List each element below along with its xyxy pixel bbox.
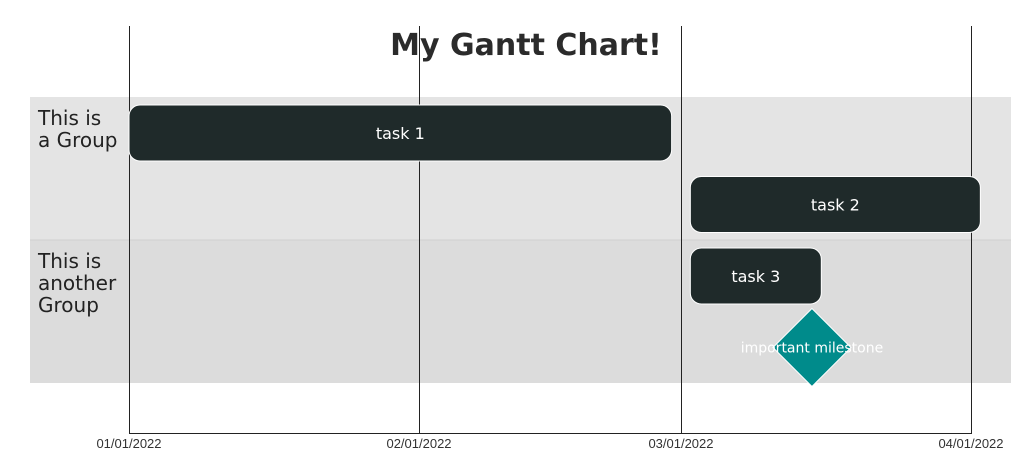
task-label: task 3 bbox=[731, 267, 780, 286]
x-tick-label: 02/01/2022 bbox=[386, 436, 451, 451]
group-label: This is another Group bbox=[37, 249, 117, 317]
x-tick-label: 03/01/2022 bbox=[648, 436, 713, 451]
milestone-label: important milestone bbox=[741, 341, 883, 357]
group-label-line: another bbox=[38, 271, 117, 295]
group-label-line: This is bbox=[37, 106, 101, 130]
chart-title: My Gantt Chart! bbox=[390, 28, 662, 63]
group-band bbox=[30, 240, 1011, 383]
task-label: task 1 bbox=[376, 124, 425, 143]
group-label-line: a Group bbox=[38, 128, 118, 152]
group-label: This is a Group bbox=[37, 106, 118, 152]
task-bar[interactable] bbox=[689, 176, 981, 233]
group-label-line: This is bbox=[37, 249, 101, 273]
group-label-line: Group bbox=[38, 293, 99, 317]
x-tick-label: 04/01/2022 bbox=[938, 436, 1003, 451]
task-bar[interactable] bbox=[128, 104, 673, 162]
task-label: task 2 bbox=[811, 196, 860, 215]
x-tick-label: 01/01/2022 bbox=[96, 436, 161, 451]
milestone-diamond[interactable] bbox=[772, 307, 852, 388]
task-bar[interactable] bbox=[689, 247, 822, 305]
